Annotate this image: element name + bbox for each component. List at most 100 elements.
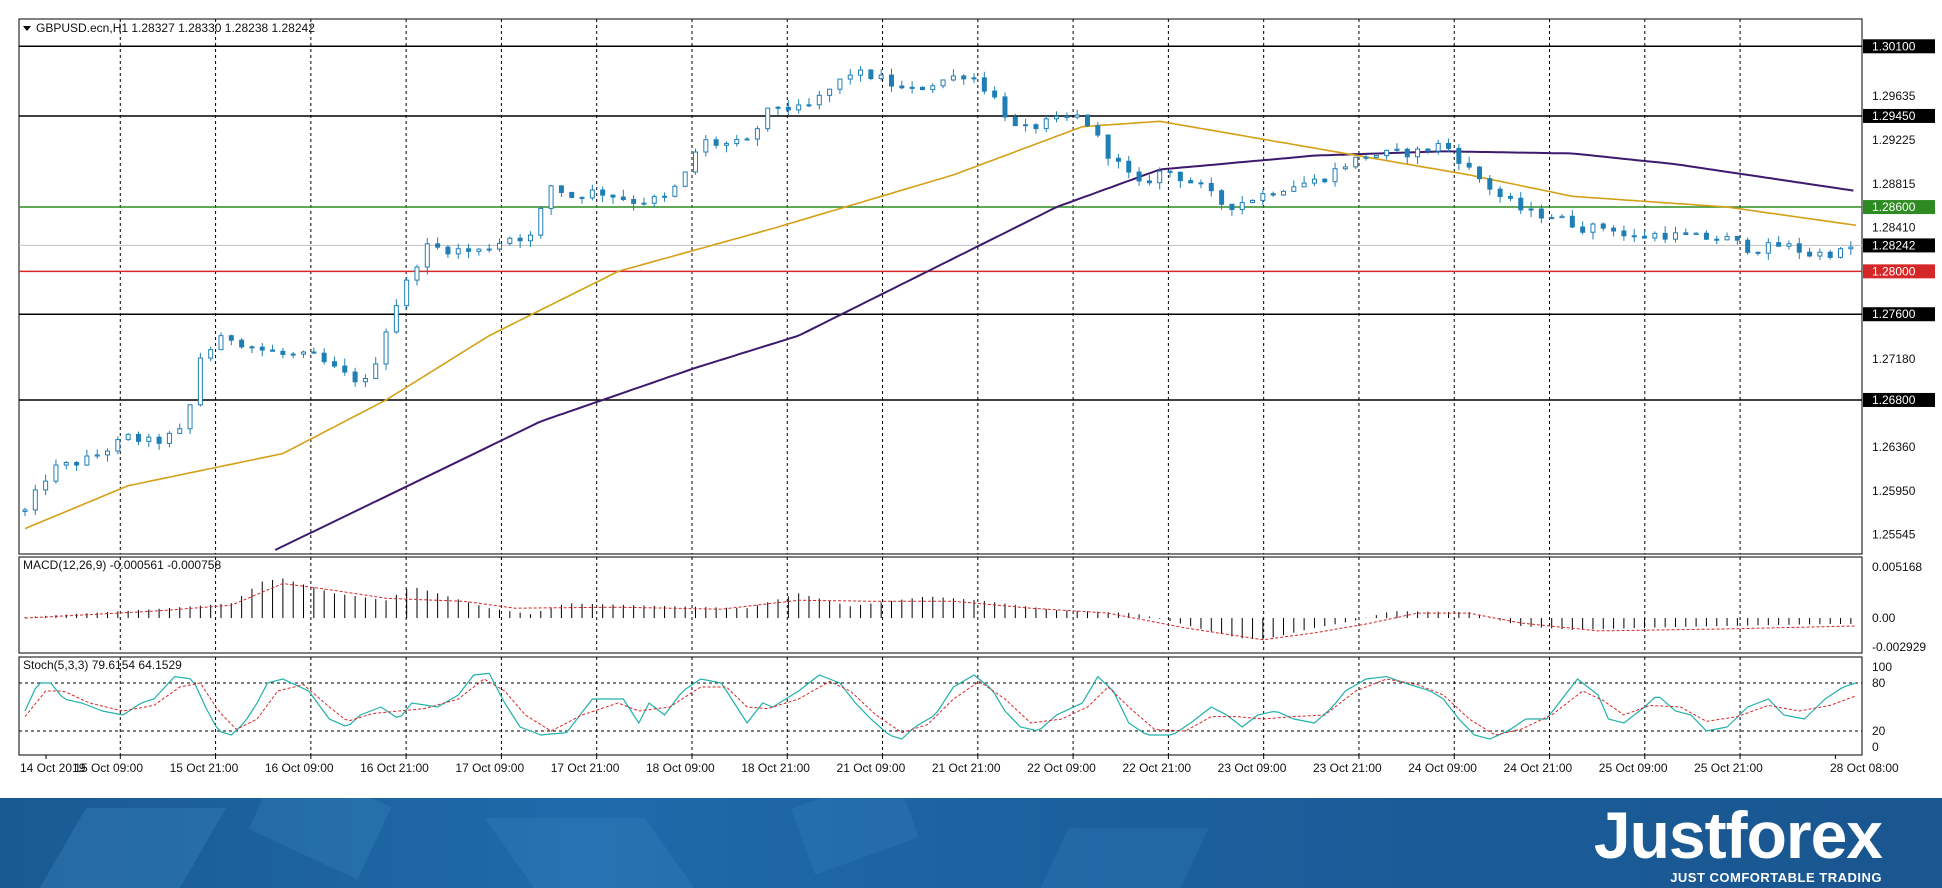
candle-body — [404, 279, 410, 307]
candle-body — [1280, 190, 1286, 196]
candle-body — [1332, 168, 1338, 183]
candle-body — [1559, 215, 1565, 219]
candle-body — [53, 464, 59, 482]
candle-body — [1487, 178, 1493, 190]
candle-body — [1115, 157, 1121, 162]
candle-body — [734, 138, 740, 145]
x-tick-label: 25 Oct 09:00 — [1599, 761, 1668, 775]
candle-body — [1415, 148, 1421, 158]
level-tag-bg — [1863, 39, 1935, 54]
x-tick-label: 18 Oct 21:00 — [741, 761, 810, 775]
main-price-panel[interactable] — [18, 18, 1863, 555]
candle-body — [1353, 156, 1359, 168]
candle-body — [135, 433, 141, 442]
candle-body — [1518, 197, 1524, 211]
candle-body — [63, 461, 69, 466]
candle-body — [1198, 182, 1204, 185]
candle-body — [1384, 149, 1390, 157]
candle-body — [290, 353, 296, 356]
candle-body — [1229, 203, 1235, 211]
brand-logo[interactable]: Justforex JUST COMFORTABLE TRADING — [1593, 798, 1883, 888]
candle-body — [1827, 251, 1833, 258]
ma-fast-line — [24, 120, 1857, 530]
candle-body — [631, 199, 637, 204]
candle-body — [1611, 227, 1617, 232]
x-tick-label: 22 Oct 21:00 — [1122, 761, 1191, 775]
x-tick-label: 24 Oct 21:00 — [1504, 761, 1573, 775]
candle-body — [1466, 162, 1472, 168]
moving-average-lines — [24, 120, 1857, 551]
brand-name: Justforex — [1593, 798, 1883, 872]
candle-body — [703, 139, 709, 153]
stoch-tick-label: 80 — [1872, 676, 1886, 690]
candle-body — [43, 480, 49, 491]
candle-body — [1033, 124, 1039, 130]
x-tick-label: 16 Oct 09:00 — [265, 761, 334, 775]
candle-body — [1157, 170, 1163, 184]
x-tick-label: 17 Oct 21:00 — [551, 761, 620, 775]
level-tag: 1.28000 — [1872, 264, 1916, 278]
candle-body — [1074, 114, 1080, 118]
candle-body — [1621, 230, 1627, 237]
candle-body — [806, 104, 812, 107]
level-tag: 1.27600 — [1872, 307, 1916, 321]
candle-body — [1425, 148, 1431, 152]
candle-body — [1642, 235, 1648, 239]
stoch-tick-label: 20 — [1872, 724, 1886, 738]
price-candles — [22, 66, 1854, 517]
x-tick-label: 16 Oct 21:00 — [360, 761, 429, 775]
candle-body — [775, 106, 781, 109]
candle-body — [1497, 188, 1503, 197]
x-tick-label: 25 Oct 21:00 — [1694, 761, 1763, 775]
macd-panel[interactable] — [18, 556, 1863, 654]
candle-body — [1167, 170, 1173, 173]
banner-decor-shard — [484, 818, 716, 888]
x-tick-label: 17 Oct 09:00 — [455, 761, 524, 775]
level-tag: 1.29450 — [1872, 109, 1916, 123]
candle-body — [301, 351, 307, 355]
level-tag-bg — [1863, 200, 1935, 215]
symbol-dropdown-icon[interactable] — [23, 26, 31, 31]
candle-body — [166, 432, 172, 444]
candle-body — [682, 171, 688, 187]
candle-body — [1291, 186, 1297, 192]
current-price-tag-bg — [1863, 238, 1935, 253]
candle-body — [837, 78, 843, 90]
candle-body — [899, 85, 905, 89]
candle-body — [1250, 199, 1256, 204]
candle-body — [1590, 223, 1596, 233]
y-tick-label: 1.28410 — [1872, 220, 1916, 234]
candle-body — [1208, 182, 1214, 192]
x-tick-label: 15 Oct 21:00 — [170, 761, 239, 775]
candle-body — [1012, 116, 1018, 127]
candle-body — [1363, 156, 1369, 159]
x-tick-label: 23 Oct 09:00 — [1218, 761, 1287, 775]
candle-body — [1373, 155, 1379, 158]
candle-body — [424, 243, 430, 268]
candle-body — [1446, 142, 1452, 149]
x-tick-label: 22 Oct 09:00 — [1027, 761, 1096, 775]
candle-body — [1703, 232, 1709, 240]
candle-body — [197, 357, 203, 406]
candle-body — [930, 85, 936, 91]
candle-body — [940, 79, 946, 87]
candle-body — [641, 202, 647, 205]
macd-tick-label: 0.005168 — [1872, 560, 1922, 574]
candle-body — [878, 74, 884, 80]
candle-body — [383, 331, 389, 365]
macd-tick-label: 0.00 — [1872, 611, 1896, 625]
candle-body — [1569, 215, 1575, 228]
candle-body — [992, 90, 998, 98]
candle-body — [1838, 248, 1844, 258]
candle-body — [1219, 190, 1225, 205]
x-tick-label: 21 Oct 09:00 — [837, 761, 906, 775]
candle-body — [1270, 193, 1276, 196]
candle-body — [331, 361, 337, 367]
candle-body — [105, 450, 111, 456]
candle-body — [1776, 242, 1782, 247]
candle-body — [961, 75, 967, 80]
candle-body — [115, 439, 121, 452]
candle-body — [538, 207, 544, 236]
candle-body — [414, 266, 420, 281]
candle-body — [1724, 235, 1730, 241]
